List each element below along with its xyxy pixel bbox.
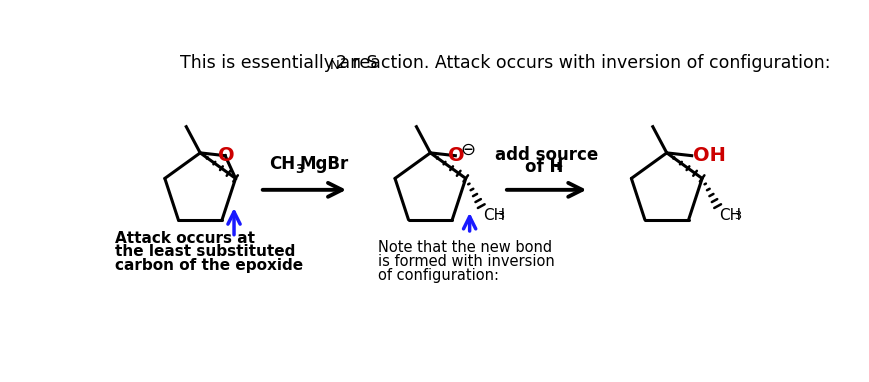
Text: of configuration:: of configuration: — [378, 268, 499, 283]
Text: CH: CH — [719, 209, 740, 223]
Text: of H: of H — [525, 158, 563, 176]
Text: ⊖: ⊖ — [460, 141, 474, 159]
Text: O: O — [217, 146, 234, 165]
Text: Attack occurs at: Attack occurs at — [115, 231, 255, 246]
Text: OH: OH — [693, 146, 726, 165]
Text: O: O — [448, 146, 464, 165]
Text: CH: CH — [482, 209, 504, 223]
Text: 2 reaction. Attack occurs with inversion of configuration:: 2 reaction. Attack occurs with inversion… — [335, 54, 829, 72]
Text: N: N — [329, 59, 339, 72]
Text: This is essentially an S: This is essentially an S — [180, 54, 377, 72]
Text: is formed with inversion: is formed with inversion — [378, 254, 554, 269]
Text: 3: 3 — [295, 163, 303, 176]
Text: MgBr: MgBr — [300, 155, 348, 173]
Text: CH: CH — [269, 155, 295, 173]
Text: Note that the new bond: Note that the new bond — [378, 240, 552, 255]
Text: +: + — [552, 160, 562, 173]
Text: the least substituted: the least substituted — [115, 244, 295, 259]
Text: 3: 3 — [733, 211, 740, 221]
Text: 3: 3 — [497, 211, 504, 221]
Text: carbon of the epoxide: carbon of the epoxide — [115, 258, 302, 274]
Text: add source: add source — [494, 146, 598, 163]
